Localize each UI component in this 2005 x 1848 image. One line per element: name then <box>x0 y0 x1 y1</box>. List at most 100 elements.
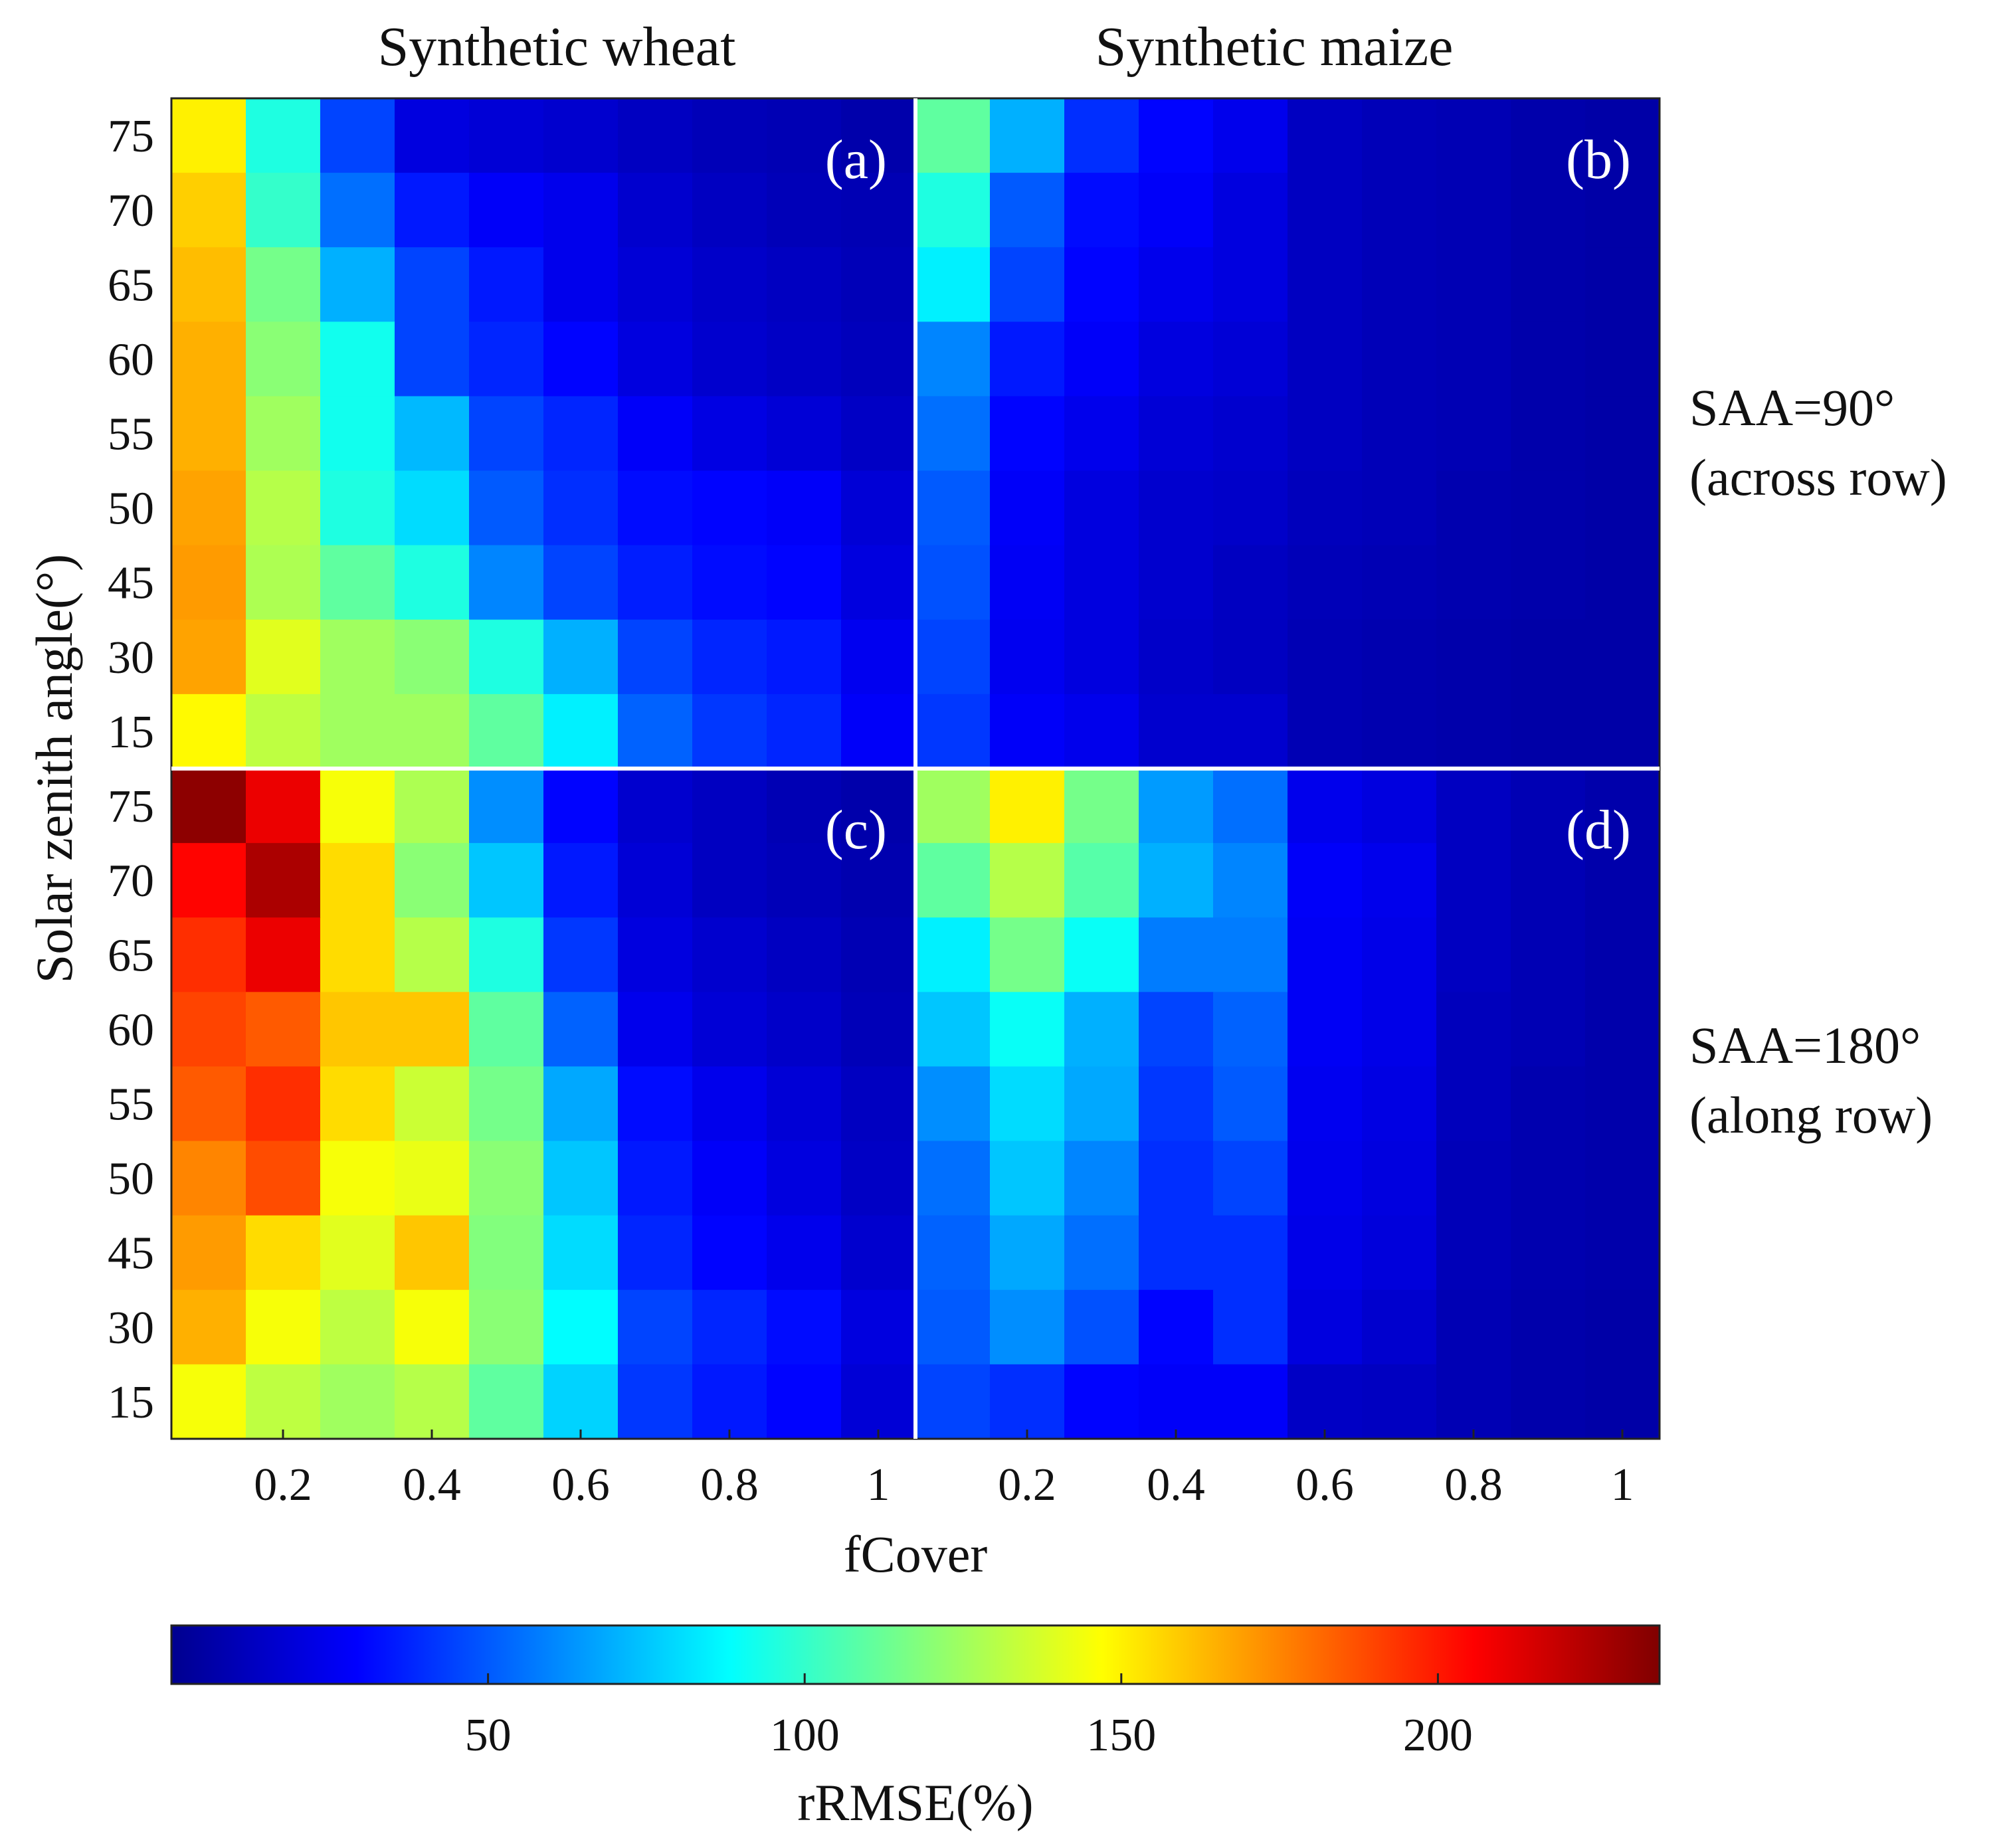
heatmap-cell <box>320 247 395 322</box>
heatmap-cell <box>1362 769 1437 844</box>
heatmap-cell <box>1213 1289 1288 1365</box>
heatmap-cell <box>246 1141 321 1216</box>
heatmap-cell <box>841 693 916 769</box>
heatmap-cell <box>618 98 693 173</box>
heatmap-cell <box>1139 1141 1214 1216</box>
heatmap-cell <box>692 396 767 472</box>
heatmap-cell <box>618 396 693 472</box>
heatmap-cell <box>1436 619 1511 695</box>
heatmap-cell <box>1436 322 1511 397</box>
heatmap-cell <box>320 769 395 844</box>
heatmap-cell <box>692 843 767 918</box>
heatmap-cell <box>1288 396 1363 472</box>
heatmap-cell <box>246 1289 321 1365</box>
x-tick-label: 0.8 <box>700 1459 759 1511</box>
heatmap-cell <box>1139 545 1214 620</box>
heatmap-cell <box>543 1141 619 1216</box>
heatmap-cell <box>395 396 470 472</box>
heatmap-cell <box>990 173 1065 248</box>
heatmap-cell <box>395 545 470 620</box>
heatmap-cell <box>1288 992 1363 1067</box>
heatmap-cell <box>692 545 767 620</box>
x-tick-label: 0.8 <box>1444 1459 1503 1511</box>
heatmap-cell <box>767 173 842 248</box>
y-tick-label: 70 <box>108 185 154 236</box>
heatmap-cell <box>1436 769 1511 844</box>
heatmap-cell <box>1436 98 1511 173</box>
heatmap-cell <box>1139 1364 1214 1439</box>
heatmap-cell <box>1288 1141 1363 1216</box>
heatmap-cell <box>692 1141 767 1216</box>
heatmap-cell <box>1139 843 1214 918</box>
heatmap-cell <box>1288 769 1363 844</box>
heatmap-cell <box>767 470 842 546</box>
heatmap-cell <box>469 1141 544 1216</box>
heatmap-cell <box>915 545 991 620</box>
heatmap-cell <box>841 470 916 546</box>
heatmap-cell <box>1362 173 1437 248</box>
heatmap-cell <box>915 693 991 769</box>
heatmap-cell <box>767 1364 842 1439</box>
heatmap-cell <box>1585 1215 1660 1291</box>
heatmap-cell <box>1213 545 1288 620</box>
heatmap-cell <box>990 1141 1065 1216</box>
heatmap-cell <box>692 1364 767 1439</box>
heatmap-cell <box>171 173 246 248</box>
heatmap-cell <box>1511 917 1586 992</box>
heatmap-cell <box>469 1215 544 1291</box>
colorbar-label: rRMSE(%) <box>797 1774 1033 1831</box>
heatmap-cell <box>1585 173 1660 248</box>
panel-label-c: (c) <box>825 799 887 861</box>
heatmap-cell <box>246 619 321 695</box>
heatmap-cell <box>1288 619 1363 695</box>
y-tick-label: 60 <box>108 1004 154 1056</box>
heatmap-cell <box>1511 173 1586 248</box>
heatmap-cell <box>320 1066 395 1142</box>
heatmap-cell <box>395 470 470 546</box>
heatmap-cell <box>915 470 991 546</box>
heatmap-cell <box>1585 619 1660 695</box>
heatmap-cell <box>767 843 842 918</box>
heatmap-cell <box>1362 396 1437 472</box>
heatmap-cell <box>692 322 767 397</box>
heatmap-cell <box>1436 470 1511 546</box>
heatmap-cell <box>1213 917 1288 992</box>
heatmap-cell <box>395 1215 470 1291</box>
heatmap-cell <box>618 1141 693 1216</box>
y-tick-label: 65 <box>108 930 154 981</box>
heatmap-cell <box>395 1066 470 1142</box>
heatmap-cell <box>171 396 246 472</box>
heatmap-cell <box>469 322 544 397</box>
y-tick-label: 50 <box>108 484 154 535</box>
heatmap-cell <box>171 247 246 322</box>
heatmap-cell <box>915 396 991 472</box>
heatmap-cell <box>1511 619 1586 695</box>
colorbar-ticks: 50 100 150 200 <box>465 1673 1473 1761</box>
heatmap-cell <box>246 98 321 173</box>
heatmap-cell <box>1064 1066 1139 1142</box>
heatmap-cell <box>543 1215 619 1291</box>
heatmap-cell <box>618 619 693 695</box>
heatmap-cell <box>1511 1066 1586 1142</box>
heatmap-cell <box>1511 769 1586 844</box>
heatmap-cell <box>618 470 693 546</box>
heatmap-cell <box>1362 1215 1437 1291</box>
heatmap-cell <box>1288 693 1363 769</box>
heatmap-cell <box>1064 470 1139 546</box>
heatmap-cell <box>1139 992 1214 1067</box>
heatmap-cell <box>320 322 395 397</box>
heatmap-cell <box>171 470 246 546</box>
heatmap-cell <box>767 917 842 992</box>
heatmap-cell <box>915 843 991 918</box>
heatmap-cell <box>543 545 619 620</box>
heatmap-cell <box>841 1066 916 1142</box>
heatmap-cell <box>1064 396 1139 472</box>
heatmap-cell <box>469 769 544 844</box>
heatmap-cell <box>841 1215 916 1291</box>
heatmap-cell <box>543 396 619 472</box>
heatmap-cell <box>395 619 470 695</box>
heatmap-cell <box>1436 693 1511 769</box>
heatmap-cell <box>543 693 619 769</box>
x-axis-ticks-right: 0.2 0.4 0.6 0.8 1 <box>998 1430 1634 1511</box>
heatmap-cell <box>692 693 767 769</box>
